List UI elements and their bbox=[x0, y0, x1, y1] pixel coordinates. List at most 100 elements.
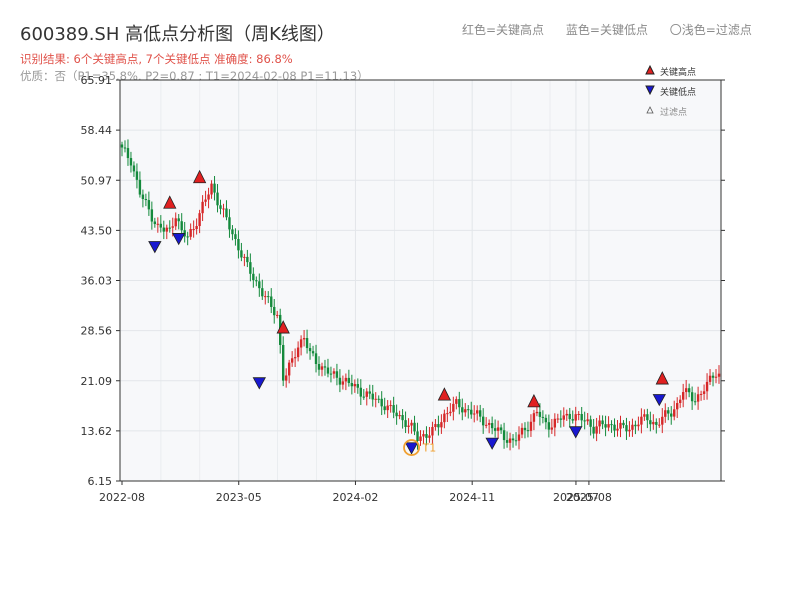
candle-body bbox=[616, 428, 619, 431]
markers: T1 bbox=[148, 169, 669, 456]
candle-body bbox=[493, 428, 497, 431]
candle-body bbox=[589, 419, 592, 427]
candle-body bbox=[607, 424, 610, 428]
candle-body bbox=[708, 375, 712, 382]
candle-body bbox=[443, 413, 446, 423]
candle-body bbox=[207, 194, 210, 200]
candle-body bbox=[383, 406, 386, 411]
candle-body bbox=[455, 399, 458, 404]
candle-body bbox=[598, 420, 601, 427]
candle-body bbox=[458, 399, 461, 408]
candle-body bbox=[329, 373, 333, 375]
candle-body bbox=[473, 413, 476, 415]
candle-body bbox=[538, 411, 542, 417]
candle-body bbox=[246, 256, 249, 263]
candle-body bbox=[228, 217, 231, 230]
candle-body bbox=[490, 423, 494, 429]
candle-body bbox=[284, 375, 288, 381]
candle-body bbox=[344, 377, 348, 382]
key-low-marker bbox=[485, 437, 499, 450]
candle-body bbox=[664, 410, 667, 417]
candle-body bbox=[422, 434, 425, 437]
x-tick-label: 2025-07 bbox=[553, 491, 599, 504]
candle-body bbox=[580, 413, 583, 421]
candle-body bbox=[240, 250, 243, 258]
candle-body bbox=[661, 416, 664, 425]
x-tick-label: 2022-08 bbox=[99, 491, 145, 504]
candle-body bbox=[192, 229, 195, 231]
candle-body bbox=[311, 351, 315, 354]
candle-body bbox=[640, 416, 643, 425]
candle-body bbox=[461, 407, 464, 413]
y-tick-label: 13.62 bbox=[81, 425, 113, 438]
candle-body bbox=[198, 213, 201, 227]
candle-body bbox=[419, 436, 422, 441]
result-summary: 识别结果: 6个关键高点, 7个关键低点 准确度: 86.8% bbox=[20, 52, 293, 66]
candle-body bbox=[676, 403, 679, 410]
candle-body bbox=[371, 393, 374, 400]
candle-body bbox=[529, 421, 533, 431]
t1-label: T1 bbox=[422, 442, 437, 455]
candle-body bbox=[505, 440, 509, 443]
candle-body bbox=[249, 262, 252, 274]
candle-body bbox=[380, 398, 383, 407]
candle-body bbox=[693, 401, 697, 403]
candle-body bbox=[123, 147, 127, 149]
candle-body bbox=[407, 425, 410, 427]
key-low-marker bbox=[148, 241, 162, 254]
candle-body bbox=[350, 383, 354, 387]
candle-body bbox=[222, 208, 225, 210]
legend-filtered-icon bbox=[646, 106, 654, 114]
candle-body bbox=[526, 430, 530, 432]
candle-body bbox=[484, 424, 488, 426]
candle-body bbox=[532, 413, 536, 422]
candle-body bbox=[481, 416, 485, 426]
candle-body bbox=[243, 256, 246, 258]
candle-body bbox=[135, 171, 139, 180]
t1-ring bbox=[403, 439, 420, 456]
candle-body bbox=[129, 158, 133, 166]
candle-body bbox=[476, 410, 479, 414]
legend-low-label: 关键低点 bbox=[660, 86, 696, 98]
candle-body bbox=[613, 424, 616, 431]
candle-body bbox=[592, 426, 595, 434]
candle-body bbox=[568, 413, 571, 420]
candle-body bbox=[553, 418, 557, 428]
key-high-marker bbox=[437, 387, 452, 401]
candle-body bbox=[714, 376, 718, 378]
candle-body bbox=[120, 144, 124, 148]
candle-body bbox=[431, 426, 434, 436]
candle-body bbox=[667, 410, 670, 414]
candle-body bbox=[464, 409, 467, 413]
candle-body bbox=[428, 435, 431, 438]
legend-high-label: 关键高点 bbox=[660, 66, 696, 78]
candle-body bbox=[643, 414, 646, 417]
candle-body bbox=[631, 424, 634, 430]
candle-body bbox=[610, 424, 613, 426]
candle-body bbox=[619, 422, 622, 429]
candle-body bbox=[356, 384, 360, 388]
candle-body bbox=[499, 427, 503, 431]
candle-body bbox=[416, 431, 419, 441]
candle-body bbox=[571, 419, 574, 421]
y-tick-label: 43.50 bbox=[81, 224, 113, 237]
candle-body bbox=[410, 422, 413, 426]
candle-body bbox=[673, 409, 676, 417]
candle-body bbox=[646, 414, 649, 421]
candle-body bbox=[341, 381, 345, 385]
candle-body bbox=[535, 411, 539, 414]
candle-body bbox=[159, 223, 163, 228]
x-axis-ticks: 2022-08 2023-05 2024-02 2024-11 2025-072025-… bbox=[99, 481, 612, 504]
candle-body bbox=[293, 357, 297, 359]
y-tick-label: 65.91 bbox=[81, 74, 113, 87]
candle-body bbox=[141, 194, 145, 199]
candle-body bbox=[359, 387, 362, 397]
candle-body bbox=[625, 425, 628, 432]
x-tick-label: 2024-11 bbox=[449, 491, 495, 504]
candle-body bbox=[577, 413, 580, 415]
top-legend-light: 〇浅色=过滤点 bbox=[669, 23, 752, 37]
legend-filtered-label: 过滤点 bbox=[660, 106, 687, 118]
candle-body bbox=[628, 429, 631, 432]
legend-high-icon bbox=[645, 64, 655, 75]
